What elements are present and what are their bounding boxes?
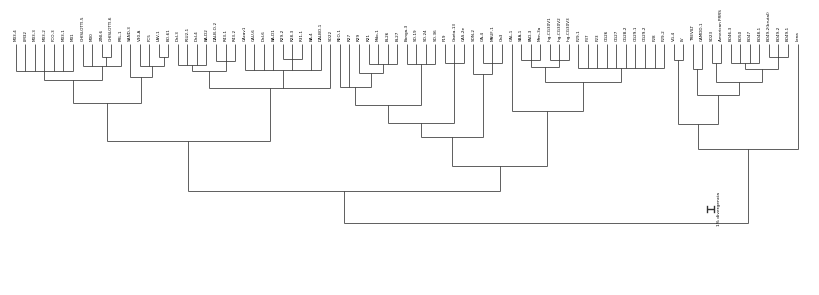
Text: SO22: SO22 (328, 30, 332, 41)
Text: GAL-1: GAL-1 (509, 29, 513, 41)
Text: Ing-CG30V1: Ing-CG30V1 (547, 17, 551, 41)
Text: Lena: Lena (794, 32, 799, 41)
Text: CG29-1: CG29-1 (632, 26, 636, 41)
Text: Mdo-1: Mdo-1 (376, 29, 379, 41)
Text: BL27: BL27 (395, 31, 399, 41)
Text: F19: F19 (442, 34, 446, 41)
Text: F29-2: F29-2 (661, 30, 665, 41)
Text: SO-24: SO-24 (423, 29, 428, 41)
Text: R43-1: R43-1 (224, 29, 227, 41)
Text: BA-D2: BA-D2 (204, 28, 208, 41)
Text: PRL-1: PRL-1 (119, 30, 123, 41)
Text: SON-2: SON-2 (471, 28, 475, 41)
Text: BO48-1: BO48-1 (757, 26, 761, 41)
Text: CAS-2e: CAS-2e (461, 26, 465, 41)
Text: R31-1: R31-1 (300, 29, 303, 41)
Text: CAU-6: CAU-6 (251, 28, 256, 41)
Text: BO46-3: BO46-3 (728, 26, 732, 41)
Text: Dal-3: Dal-3 (175, 30, 179, 41)
Text: ZINI-6: ZINI-6 (99, 29, 103, 41)
Text: BO47: BO47 (747, 30, 751, 41)
Text: BO-61: BO-61 (166, 29, 170, 41)
Text: LAV-1: LAV-1 (156, 30, 161, 41)
Text: BA-D1: BA-D1 (271, 29, 275, 41)
Text: F28: F28 (652, 34, 656, 41)
Text: BL26: BL26 (385, 31, 389, 41)
Text: SBA-1: SBA-1 (518, 29, 523, 41)
Text: R29: R29 (356, 33, 360, 41)
Text: Dal-6: Dal-6 (261, 30, 265, 41)
Text: M30: M30 (90, 32, 94, 41)
Text: CG29-2: CG29-2 (642, 26, 646, 41)
Text: FC5: FC5 (147, 33, 151, 41)
Text: SO23: SO23 (708, 30, 713, 41)
Text: GHISLOTTI-5: GHISLOTTI-5 (80, 16, 84, 41)
Text: V30-A: V30-A (138, 29, 142, 41)
Text: R43-2: R43-2 (233, 29, 237, 41)
Text: LV: LV (681, 37, 684, 41)
Text: American PRRS: American PRRS (718, 9, 722, 41)
Text: CG28-2: CG28-2 (623, 26, 627, 41)
Text: FCO-3: FCO-3 (52, 29, 56, 41)
Text: Ing-CG30V3: Ing-CG30V3 (566, 17, 570, 41)
Text: M33-4: M33-4 (14, 29, 18, 41)
Text: CAcav1: CAcav1 (242, 26, 247, 41)
Text: REO-1: REO-1 (337, 28, 342, 41)
Text: MAUF-1: MAUF-1 (490, 25, 494, 41)
Text: Ing-CG30V2: Ing-CG30V2 (556, 17, 560, 41)
Text: BO49-2: BO49-2 (776, 26, 780, 41)
Text: 1% divergencia: 1% divergencia (717, 192, 721, 226)
Text: GA-4: GA-4 (480, 31, 484, 41)
Text: PAD-3: PAD-3 (528, 29, 532, 41)
Text: Oa3: Oa3 (500, 33, 504, 41)
Text: CG27: CG27 (613, 30, 618, 41)
Text: BA-4: BA-4 (309, 32, 313, 41)
Text: CAMDD-1: CAMDD-1 (699, 22, 704, 41)
Text: R29-2: R29-2 (280, 29, 284, 41)
Text: R28-3: R28-3 (290, 29, 294, 41)
Text: DALB-O-2: DALB-O-2 (214, 21, 218, 41)
Text: SO-36: SO-36 (432, 29, 437, 41)
Text: Bonga-3: Bonga-3 (404, 24, 408, 41)
Text: F29-1: F29-1 (576, 30, 580, 41)
Text: F37: F37 (585, 34, 589, 41)
Text: SAND-3: SAND-3 (128, 25, 132, 41)
Text: M31: M31 (71, 33, 75, 41)
Text: BO49-1: BO49-1 (785, 26, 789, 41)
Text: SO-19: SO-19 (414, 29, 418, 41)
Text: TREVILT: TREVILT (690, 25, 694, 41)
Text: M33-2: M33-2 (43, 28, 47, 41)
Text: VG-4: VG-4 (671, 31, 675, 41)
Text: Men-3a: Men-3a (537, 26, 541, 41)
Text: GHISLOTTI-6: GHISLOTTI-6 (109, 16, 113, 41)
Text: M33-1: M33-1 (61, 29, 66, 41)
Text: Gaeta-13: Gaeta-13 (452, 22, 455, 41)
Text: BO49-2(brutal): BO49-2(brutal) (766, 11, 770, 41)
Text: DALBO-1: DALBO-1 (319, 23, 323, 41)
Text: PLU2-1: PLU2-1 (185, 27, 189, 41)
Text: R27: R27 (347, 33, 351, 41)
Text: BO50: BO50 (737, 30, 741, 41)
Text: F23: F23 (595, 34, 599, 41)
Text: CG26: CG26 (604, 30, 608, 41)
Text: R21: R21 (366, 33, 370, 41)
Text: M33-3: M33-3 (33, 28, 37, 41)
Text: LM32: LM32 (23, 30, 27, 41)
Text: Dal-4: Dal-4 (195, 30, 199, 41)
